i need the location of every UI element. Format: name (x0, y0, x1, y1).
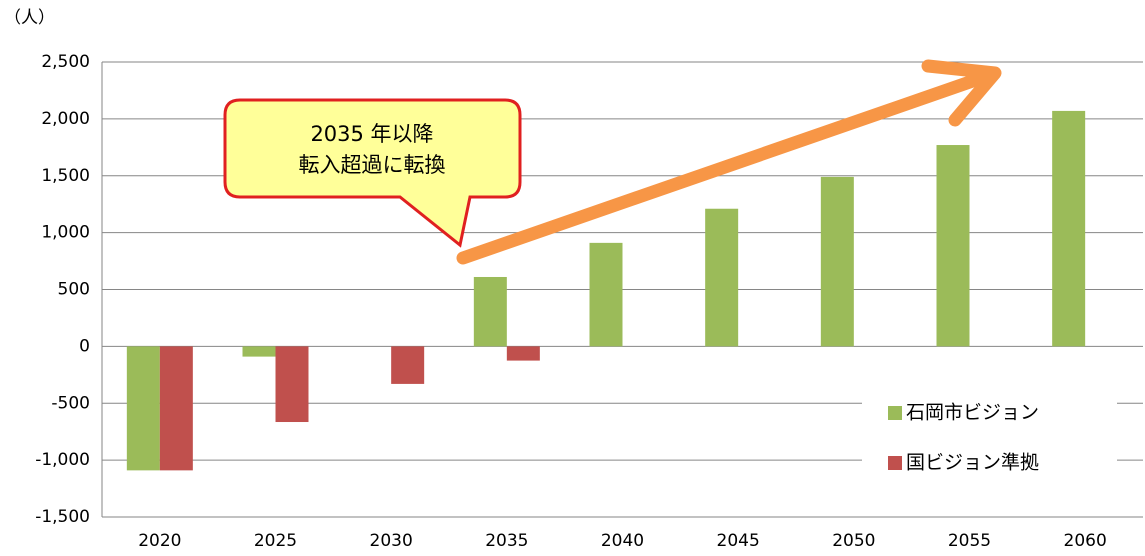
legend-box (862, 393, 1117, 485)
x-tick-label: 2025 (254, 531, 297, 551)
y-tick-label: 500 (58, 280, 90, 300)
legend-label: 石岡市ビジョン (906, 402, 1039, 424)
plot-area: -1,500 -1,000 -500 0 500 1,000 1,500 2,000 2,500… (35, 52, 1143, 551)
legend-swatch (888, 456, 902, 470)
y-tick-label: 1,500 (41, 166, 90, 186)
y-tick-label: -1,000 (35, 450, 90, 470)
x-tick-label: 2030 (370, 531, 413, 551)
annotation: 転入超過に転換 (299, 153, 446, 177)
bar (936, 145, 970, 347)
callout (223, 98, 522, 248)
annotation: 2035 年以降 (310, 122, 433, 146)
x-tick-label: 2035 (485, 531, 528, 551)
bar (275, 346, 309, 423)
x-tick-label: 2040 (601, 531, 644, 551)
bar (473, 276, 507, 347)
y-tick-label: 0 (79, 336, 90, 356)
x-tick-label: 2060 (1064, 531, 1107, 551)
y-tick-label: -500 (51, 393, 90, 413)
bar (705, 208, 739, 347)
bar (391, 346, 425, 384)
bar (506, 346, 540, 361)
bar (820, 176, 854, 347)
legend-label: 国ビジョン準拠 (906, 452, 1039, 474)
trend-arrowhead (921, 59, 1002, 127)
x-tick-label: 2050 (832, 531, 875, 551)
bar (1052, 110, 1086, 347)
y-tick-label: -1,500 (35, 507, 90, 527)
bar (589, 242, 623, 347)
y-tick-label: 2,000 (41, 109, 90, 129)
overlay: 2035 年以降 転入超過に転換 (223, 59, 1002, 265)
trend-arrow (456, 68, 997, 265)
y-tick-label: 1,000 (41, 223, 90, 243)
x-tick-label: 2055 (948, 531, 991, 551)
bar (242, 346, 276, 357)
bar (126, 346, 160, 471)
unit-label: （人） (4, 8, 55, 28)
bar (159, 346, 193, 471)
legend-swatch (888, 406, 902, 420)
x-tick-label: 2045 (717, 531, 760, 551)
x-tick-label: 2020 (138, 531, 181, 551)
y-tick-label: 2,500 (41, 52, 90, 72)
